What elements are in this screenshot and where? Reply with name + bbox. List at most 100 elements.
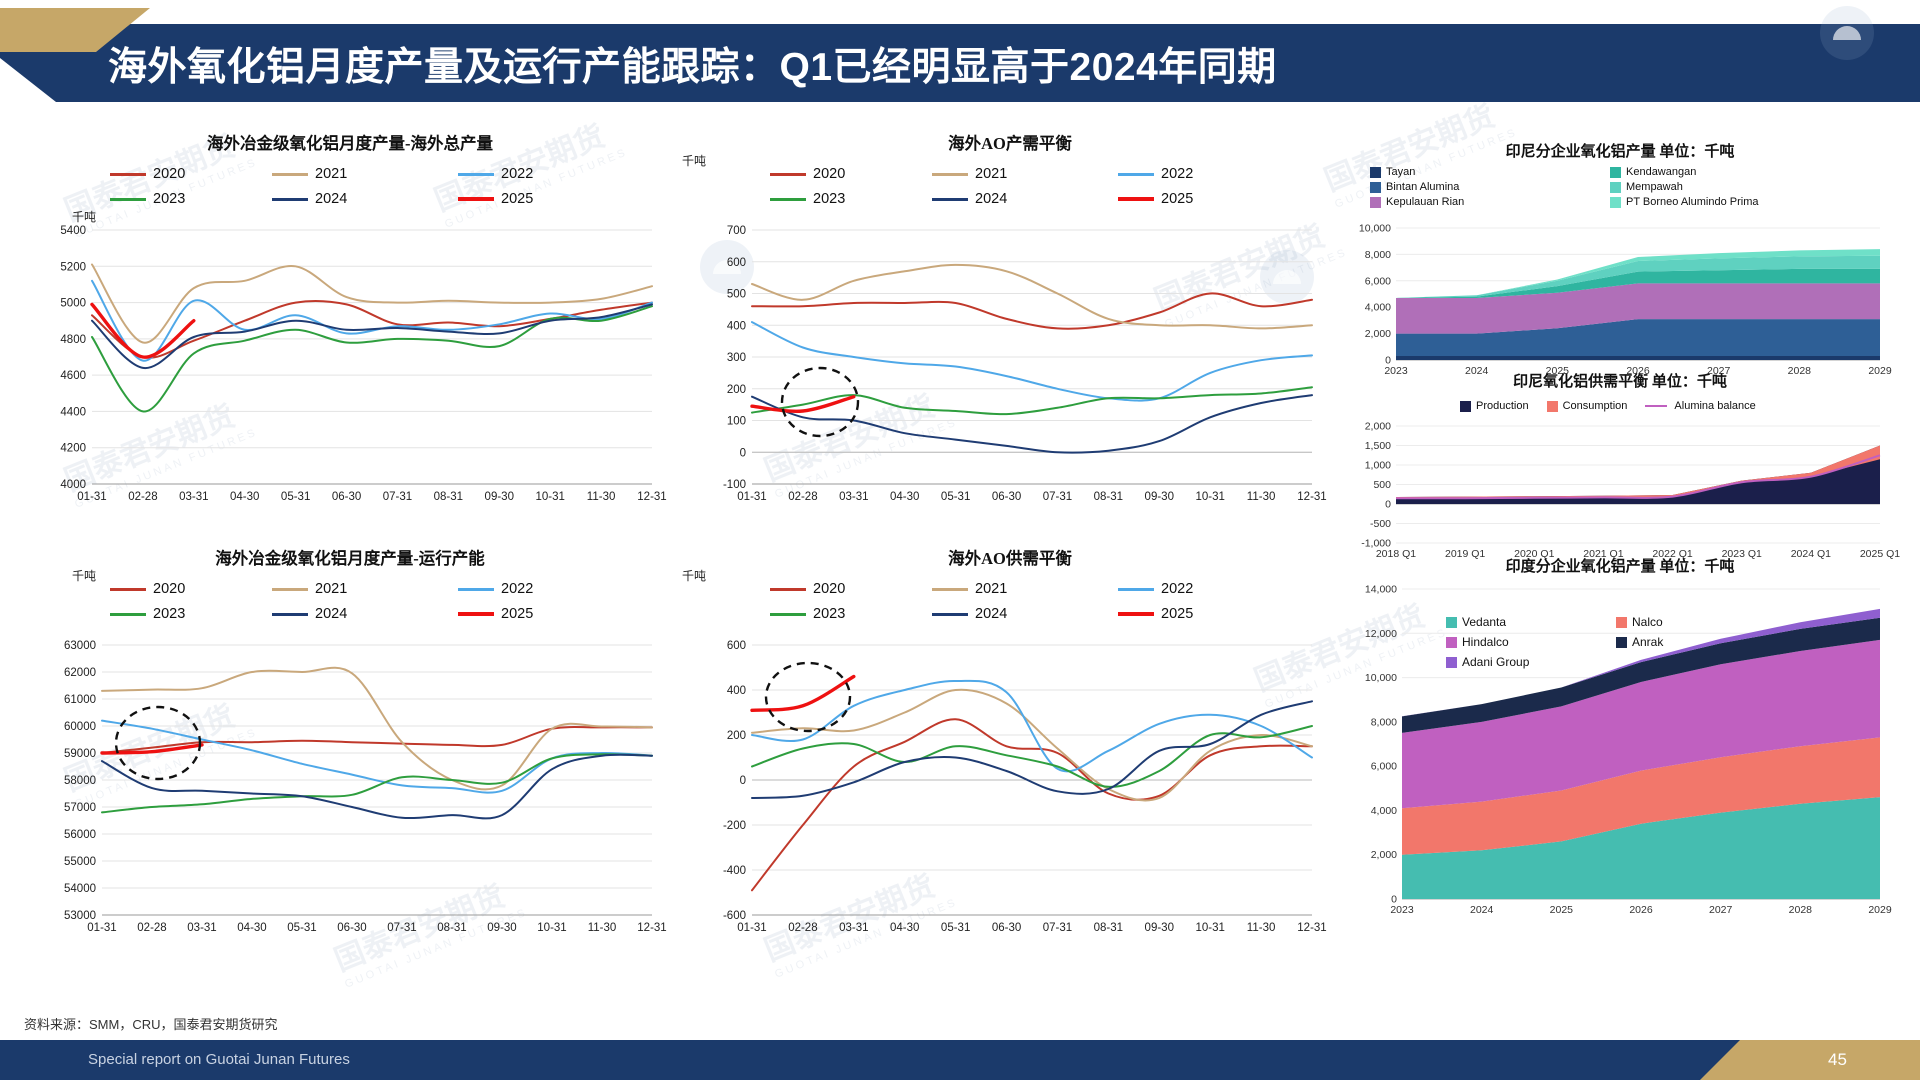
svg-text:05-31: 05-31 [941,491,970,503]
legend-swatch [1118,612,1154,616]
chart-legend: Vedanta Nalco Hindalco Anrak Adani Group [1446,615,1776,669]
svg-text:01-31: 01-31 [737,922,766,934]
svg-text:04-30: 04-30 [890,922,919,934]
legend-item-kendawangan: Kendawangan [1610,166,1850,178]
svg-text:03-31: 03-31 [839,922,868,934]
legend-swatch [1446,656,1457,668]
legend-item-2022: 2022 [1118,166,1304,182]
legend-label: 2024 [315,191,348,207]
svg-text:6,000: 6,000 [1365,275,1391,287]
legend-item-mempawah: Mempawah [1610,181,1850,193]
svg-text:2028: 2028 [1788,365,1812,377]
chart-canvas: 0 2,000 4,000 6,000 8,000 10,000 12,000 14,000 2… [1365,584,1892,917]
footer-gold-band [1700,1040,1920,1080]
svg-text:-600: -600 [723,910,746,922]
legend-label: 2021 [315,166,348,182]
legend-item-balance: Alumina balance [1645,400,1756,412]
legend-item-2023: 2023 [86,606,272,622]
legend-label: Kepulauan Rian [1386,196,1465,208]
legend-swatch [1118,172,1154,176]
legend-item-2022: 2022 [1118,581,1304,597]
legend-swatch [770,612,806,616]
svg-text:2018 Q1: 2018 Q1 [1376,548,1416,560]
legend-item-nalco: Nalco [1616,615,1766,629]
svg-text:2028: 2028 [1789,904,1813,916]
svg-text:04-30: 04-30 [890,491,919,503]
footer-text: Special report on Guotai Junan Futures [88,1051,350,1068]
svg-text:06-30: 06-30 [332,491,361,503]
svg-text:09-30: 09-30 [1145,922,1174,934]
svg-text:0: 0 [1391,894,1397,906]
y-axis-unit: 千吨 [72,210,97,224]
legend-label: 2022 [501,166,534,182]
legend-label: 2023 [153,191,186,207]
svg-text:400: 400 [727,320,746,332]
chart-title: 印尼分企业氧化铝产量 单位：千吨 [1505,144,1735,160]
chart-panel-overseas-total-output: 海外冶金级氧化铝月度产量-海外总产量 2020 2021 2022 2023 2… [30,130,670,510]
svg-text:6,000: 6,000 [1371,761,1397,773]
legend-swatch [1370,166,1381,178]
svg-text:02-28: 02-28 [137,922,166,934]
legend-item-hindalco: Hindalco [1446,635,1616,649]
legend-item-consumption: Consumption [1546,400,1627,412]
legend-swatch [932,172,968,176]
svg-text:02-28: 02-28 [128,491,157,503]
svg-text:11-30: 11-30 [1247,491,1276,503]
svg-text:05-31: 05-31 [281,491,310,503]
legend-swatch [1546,400,1558,412]
svg-text:11-30: 11-30 [588,922,617,934]
legend-label: 2021 [975,166,1008,182]
legend-swatch [458,197,494,201]
svg-text:07-31: 07-31 [1043,491,1072,503]
legend-item-2020: 2020 [86,581,272,597]
svg-text:06-30: 06-30 [337,922,366,934]
svg-text:0: 0 [740,447,746,459]
legend-label: 2025 [501,606,534,622]
svg-text:2021 Q1: 2021 Q1 [1583,548,1623,560]
chart-canvas: 4000 4200 4400 4600 4800 5000 5200 5400 01-31 02-… [60,225,666,503]
svg-text:2023: 2023 [1384,365,1408,377]
svg-text:12,000: 12,000 [1365,628,1397,640]
legend-swatch [932,587,968,591]
svg-text:200: 200 [727,384,746,396]
legend-swatch [458,172,494,176]
chart-title: 海外AO供需平衡 [948,549,1072,568]
svg-text:500: 500 [727,289,746,301]
legend-item-2022: 2022 [458,166,644,182]
legend-label: 2020 [813,166,846,182]
svg-text:01-31: 01-31 [737,491,766,503]
legend-label: Mempawah [1626,181,1683,193]
svg-text:59000: 59000 [64,748,96,760]
chart-panel-overseas-ao-supply-demand: 海外AO供需平衡 2020 2021 2022 2023 2024 2025 千… [682,545,1330,945]
svg-text:10-31: 10-31 [1195,491,1224,503]
chart-panel-overseas-ao-balance: 海外AO产需平衡 2020 2021 2022 2023 2024 2025 千… [682,130,1330,510]
legend-item-2024: 2024 [272,606,458,622]
svg-text:-200: -200 [723,820,746,832]
legend-item-2025: 2025 [1118,606,1304,622]
svg-text:2,000: 2,000 [1365,421,1391,433]
svg-text:400: 400 [727,685,746,697]
legend-swatch [110,587,146,591]
legend-label: 2020 [153,581,186,597]
svg-text:10-31: 10-31 [537,922,566,934]
legend-item-2022: 2022 [458,581,644,597]
legend-swatch [1118,587,1154,591]
legend-item-production: Production [1460,400,1529,412]
svg-text:10,000: 10,000 [1359,223,1391,235]
svg-text:11-30: 11-30 [1247,922,1276,934]
chart-panel-indonesia-by-company: 印尼分企业氧化铝产量 单位：千吨 Tayan Kendawangan Binta… [1340,140,1900,377]
legend-item-2021: 2021 [932,166,1118,182]
chart-legend: 2020 2021 2022 2023 2024 2025 [745,166,1305,207]
svg-text:2027: 2027 [1709,904,1733,916]
chart-canvas: -600 -400 -200 0 200 400 600 01-31 02-28 03-31 04-… [723,640,1327,934]
chart-canvas: 53000 54000 55000 56000 57000 58000 59000 60000… [64,640,667,934]
legend-swatch [1645,404,1668,408]
svg-text:2019 Q1: 2019 Q1 [1445,548,1485,560]
svg-text:5200: 5200 [60,261,86,273]
svg-text:05-31: 05-31 [287,922,316,934]
legend-label: Bintan Alumina [1386,181,1460,193]
svg-text:57000: 57000 [64,802,96,814]
svg-text:03-31: 03-31 [179,491,208,503]
legend-item-borneo: PT Borneo Alumindo Prima [1610,196,1850,208]
y-axis-unit: 千吨 [682,154,707,168]
